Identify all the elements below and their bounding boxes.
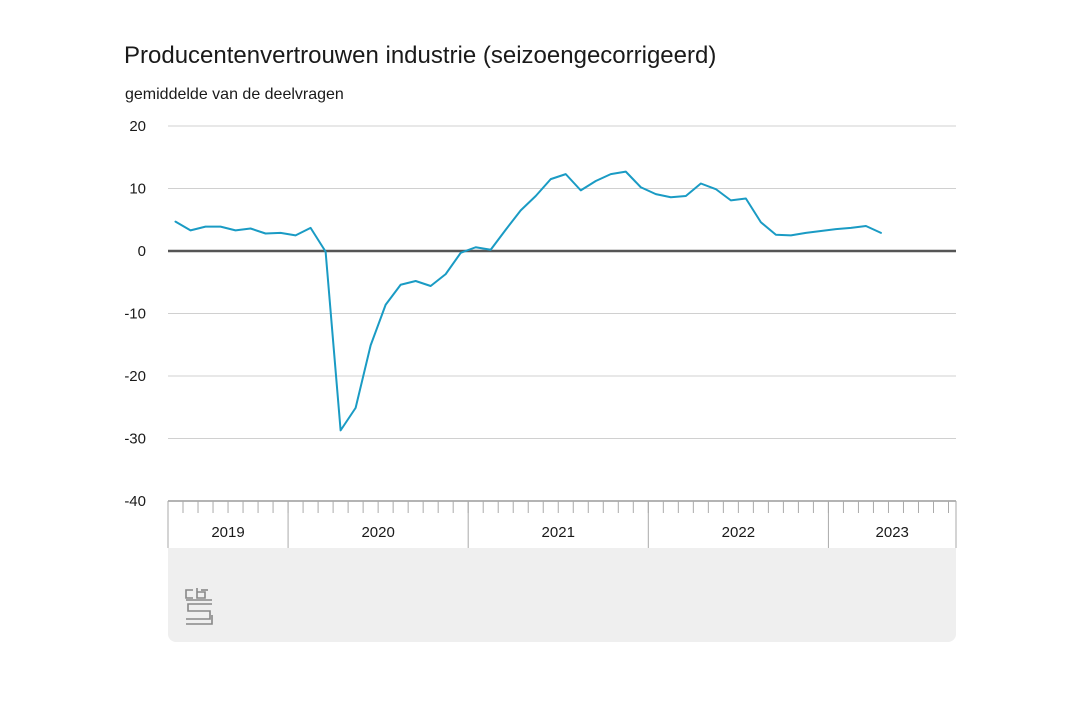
y-tick-label: 20 — [129, 118, 146, 135]
chart-title: Producentenvertrouwen industrie (seizoen… — [124, 42, 717, 69]
y-tick-label: -10 — [124, 306, 146, 323]
x-year-label: 2021 — [542, 524, 575, 541]
y-tick-label: -20 — [124, 368, 146, 385]
y-tick-label: 0 — [138, 243, 146, 260]
x-year-label: 2020 — [361, 524, 394, 541]
x-year-label: 2023 — [876, 524, 909, 541]
cbs-logo-icon — [185, 588, 213, 625]
series-line — [174, 170, 882, 432]
y-tick-label: -40 — [124, 493, 146, 510]
x-year-label: 2022 — [722, 524, 755, 541]
chart-subtitle: gemiddelde van de deelvragen — [125, 86, 344, 103]
y-tick-label: -30 — [124, 431, 146, 448]
y-tick-label: 10 — [129, 181, 146, 198]
x-year-label: 2019 — [211, 524, 244, 541]
chart-footer-panel — [168, 548, 956, 642]
